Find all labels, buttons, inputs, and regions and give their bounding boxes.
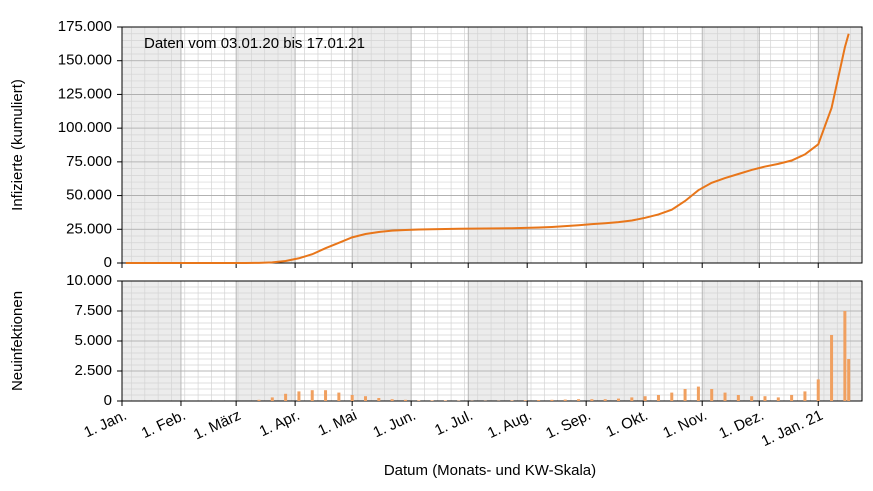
- y-tick-label: 75.000: [66, 153, 112, 170]
- bar: [803, 391, 807, 401]
- y-axis-label: Neuinfektionen: [9, 291, 26, 391]
- bar: [363, 396, 367, 401]
- bar: [270, 397, 274, 401]
- bar: [377, 398, 381, 401]
- bar: [537, 400, 541, 401]
- bar: [577, 399, 581, 401]
- bar: [656, 395, 660, 401]
- plot-frame: [121, 280, 863, 402]
- month-band: [586, 27, 644, 263]
- y-tick-label: 7.500: [74, 302, 112, 319]
- bar: [390, 399, 394, 401]
- bar: [403, 399, 407, 401]
- bar: [417, 400, 421, 401]
- bar: [630, 397, 634, 401]
- month-band: [236, 27, 296, 263]
- bar: [443, 400, 447, 401]
- x-tick-label: 1. Apr.: [257, 407, 303, 440]
- month-band: [818, 27, 862, 263]
- bar: [830, 335, 834, 401]
- x-tick-label: 1. Jul.: [432, 407, 475, 439]
- bar: [350, 395, 354, 401]
- bar: [816, 379, 820, 401]
- x-tick-label: 1. Feb.: [139, 407, 189, 442]
- bar: [750, 396, 754, 401]
- x-tick-label: 1. Aug.: [485, 407, 535, 442]
- y-tick-label: 150.000: [58, 52, 112, 69]
- x-tick-label: 1. Jan.: [81, 407, 129, 441]
- x-tick-label: 1. Okt.: [603, 407, 650, 441]
- bar: [257, 399, 261, 401]
- y-tick-label: 5.000: [74, 332, 112, 349]
- month-band: [352, 27, 412, 263]
- bar: [284, 393, 288, 401]
- bar: [337, 392, 341, 401]
- plot-frame: [121, 26, 863, 264]
- bar: [310, 390, 314, 401]
- x-tick-label: 1. Jan. 21: [759, 407, 826, 450]
- bar: [710, 389, 714, 401]
- bar: [297, 391, 301, 401]
- y-tick-label: 2.500: [74, 362, 112, 379]
- bar: [670, 392, 674, 401]
- bar: [430, 400, 434, 401]
- bar: [790, 395, 794, 401]
- y-tick-label: 25.000: [66, 220, 112, 237]
- bar: [736, 395, 740, 401]
- x-axis-label: Datum (Monats- und KW-Skala): [384, 462, 596, 479]
- bar: [847, 359, 851, 401]
- bar: [324, 390, 328, 401]
- y-tick-label: 175.000: [58, 18, 112, 35]
- y-tick-label: 0: [104, 392, 112, 409]
- x-tick-label: 1. Sep.: [543, 407, 593, 443]
- x-tick-label: 1. März: [191, 407, 244, 444]
- bar: [723, 392, 727, 401]
- y-tick-label: 125.000: [58, 85, 112, 102]
- y-tick-label: 50.000: [66, 187, 112, 204]
- bar: [643, 396, 647, 401]
- bar: [523, 400, 527, 401]
- bar: [603, 399, 607, 401]
- bar: [590, 399, 594, 401]
- bar: [696, 386, 700, 401]
- y-tick-label: 100.000: [58, 119, 112, 136]
- y-axis-label: Infizierte (kumuliert): [9, 79, 26, 211]
- bar: [763, 396, 767, 401]
- bar: [617, 398, 621, 401]
- x-tick-label: 1. Jun.: [371, 407, 419, 441]
- x-tick-label: 1. Nov.: [660, 407, 709, 442]
- month-band: [122, 27, 181, 263]
- y-tick-label: 10.000: [66, 272, 112, 289]
- x-tick-label: 1. Mai: [315, 407, 359, 440]
- bar: [843, 311, 847, 401]
- bar: [683, 389, 687, 401]
- bar: [550, 399, 554, 401]
- line: [125, 33, 850, 264]
- annotation: Daten vom 03.01.20 bis 17.01.21: [144, 35, 365, 52]
- bar: [776, 397, 780, 401]
- bar: [563, 399, 567, 401]
- y-tick-label: 0: [104, 254, 112, 271]
- bar: [510, 400, 514, 401]
